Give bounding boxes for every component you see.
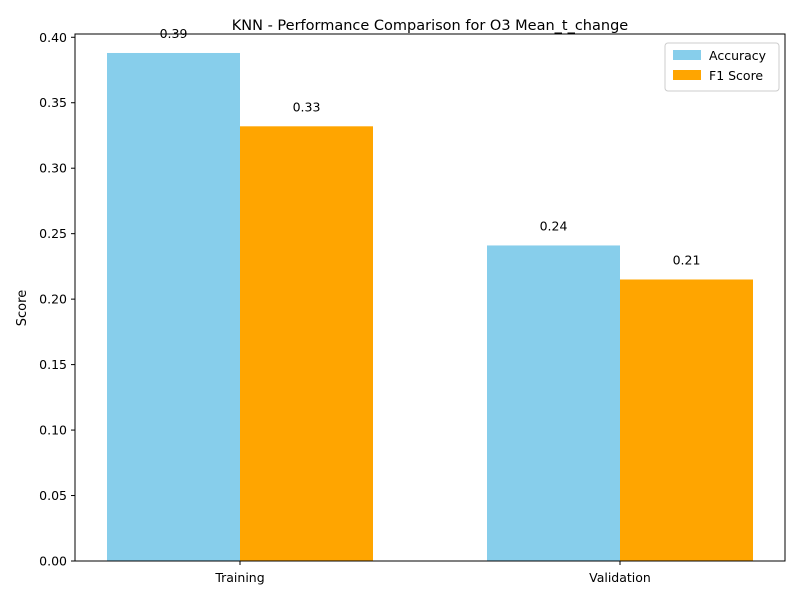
data-label: 0.24 [540, 218, 568, 233]
data-label: 0.21 [673, 252, 701, 267]
y-tick-label: 0.25 [39, 226, 67, 241]
y-tick-label: 0.40 [39, 30, 67, 45]
y-tick-label: 0.10 [39, 423, 67, 438]
bar-f1-score-training [240, 126, 373, 562]
y-tick-label: 0.30 [39, 161, 67, 176]
axes-frame [74, 33, 786, 562]
y-tick-label: 0.15 [39, 357, 67, 372]
y-tick-label: 0.20 [39, 292, 67, 307]
data-label: 0.33 [293, 99, 321, 114]
bar-accuracy-validation [487, 245, 620, 561]
legend-swatch [673, 50, 701, 60]
y-tick-label: 0.35 [39, 95, 67, 110]
legend: Accuracy F1 Score [664, 42, 780, 92]
y-tick-label: 0.00 [39, 554, 67, 569]
legend-swatch [673, 70, 701, 80]
x-tick-label: Validation [589, 570, 651, 585]
bar-accuracy-training [107, 52, 240, 561]
data-label: 0.39 [160, 26, 188, 41]
legend-label: Accuracy [709, 48, 767, 63]
x-tick-label: Training [214, 570, 264, 585]
chart-title: KNN - Performance Comparison for O3 Mean… [232, 18, 628, 34]
y-tick-label: 0.05 [39, 488, 67, 503]
bar-f1-score-validation [620, 279, 753, 561]
y-axis-label: Score [15, 290, 30, 326]
plot-area: 0.00 0.05 0.10 0.15 0.20 0.25 0.30 0.35 0.40 0.39… [39, 26, 753, 585]
legend-label: F1 Score [709, 68, 763, 83]
